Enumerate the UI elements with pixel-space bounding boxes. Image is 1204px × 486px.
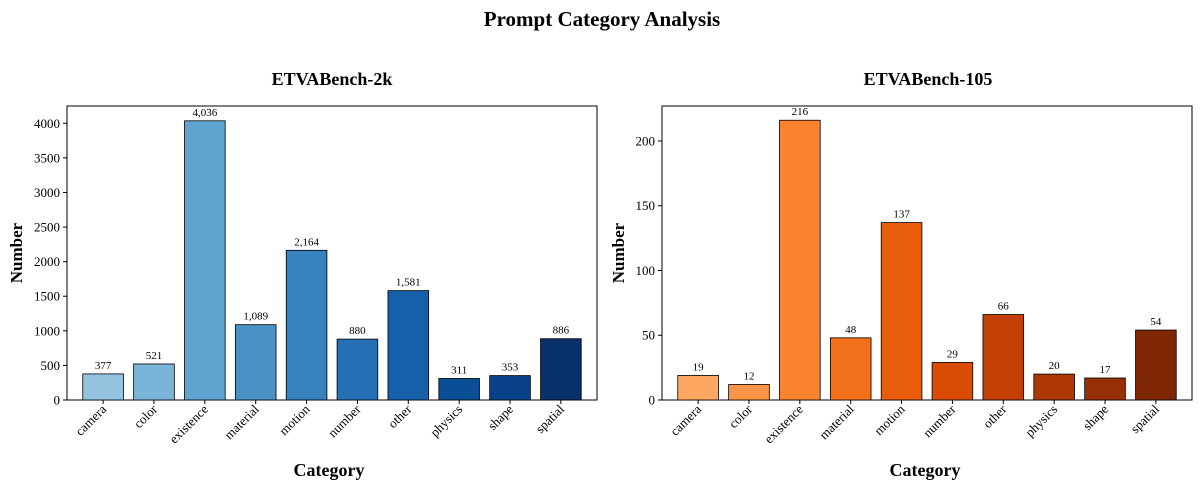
x-tick-label-motion: motion [276, 401, 313, 438]
chart-right: ETVABench-105 0 50 100 150 200 19 camera 12 colo… [609, 69, 1193, 480]
chart-left-title: ETVABench-2k [272, 69, 393, 89]
bar-number [336, 338, 379, 401]
value-label-shape: 17 [1100, 364, 1112, 376]
y-tick-label: 2000 [34, 254, 60, 269]
bar-other [387, 290, 430, 401]
value-label-number: 880 [349, 325, 366, 337]
x-tick-label-physics: physics [1022, 402, 1060, 440]
y-tick-label: 150 [636, 198, 656, 213]
x-tick-label-material: material [816, 401, 857, 442]
x-tick-label-camera: camera [72, 401, 109, 438]
bar-existence [779, 119, 821, 401]
value-label-motion: 137 [893, 209, 910, 221]
value-label-spatial: 886 [553, 325, 570, 337]
chart-left-xlabel: Category [294, 460, 365, 480]
y-tick-label: 50 [642, 328, 655, 343]
bar-motion [285, 249, 328, 401]
value-label-shape: 353 [502, 362, 519, 374]
chart-left-ylabel: Number [7, 222, 26, 283]
x-tick-label-spatial: spatial [1127, 401, 1162, 436]
value-label-motion: 2,164 [294, 236, 319, 248]
bar-color [133, 363, 175, 401]
x-tick-label-color: color [726, 401, 756, 431]
y-tick-label: 0 [649, 393, 656, 408]
chart-right-axes-frame [661, 105, 1193, 401]
bar-material [234, 324, 277, 401]
y-tick-label: 100 [636, 263, 656, 278]
chart-left-axes-frame [66, 105, 598, 401]
chart-left-plot-area: 0 500 1000 1500 2000 2500 3000 3500 4000 377 camer… [34, 105, 598, 446]
value-label-spatial: 54 [1150, 316, 1162, 328]
bar-existence [184, 120, 226, 401]
x-tick-label-shape: shape [485, 401, 517, 433]
value-label-color: 521 [146, 350, 163, 362]
y-tick-label: 2500 [34, 220, 60, 235]
value-label-physics: 20 [1049, 360, 1061, 372]
x-tick-label-material: material [221, 401, 262, 442]
chart-right-plot-area: 0 50 100 150 200 19 camera 12 color 216 existence 4… [636, 105, 1193, 446]
bar-other [982, 314, 1025, 401]
bar-material [829, 337, 872, 401]
value-label-other: 1,581 [396, 277, 421, 289]
y-tick-label: 0 [54, 393, 61, 408]
y-tick-label: 4000 [34, 116, 60, 131]
bar-motion [880, 222, 923, 401]
x-tick-label-physics: physics [427, 402, 465, 440]
value-label-camera: 377 [95, 360, 112, 372]
bar-color [728, 384, 770, 401]
y-tick-label: 500 [41, 358, 61, 373]
value-label-physics: 311 [451, 364, 467, 376]
bar-camera [677, 374, 719, 401]
y-tick-label: 3000 [34, 185, 60, 200]
bar-camera [82, 373, 124, 401]
chart-right-title: ETVABench-105 [864, 69, 993, 89]
x-tick-label-camera: camera [667, 401, 704, 438]
bar-shape [1084, 377, 1126, 401]
figure-title: Prompt Category Analysis [484, 7, 720, 31]
chart-right-ylabel: Number [609, 222, 628, 283]
x-tick-label-number: number [920, 401, 959, 440]
chart-right-xlabel: Category [890, 460, 961, 480]
bar-physics [1033, 373, 1075, 401]
value-label-color: 12 [743, 370, 754, 382]
chart-left: ETVABench-2k 0 500 1000 1500 2000 2500 3000 350… [7, 69, 598, 480]
bar-spatial [540, 338, 582, 401]
bar-spatial [1135, 329, 1177, 401]
x-tick-label-existence: existence [166, 401, 211, 446]
bar-physics [438, 378, 480, 401]
y-tick-label: 3500 [34, 150, 60, 165]
value-label-other: 66 [998, 301, 1010, 313]
x-tick-label-shape: shape [1080, 401, 1112, 433]
value-label-existence: 216 [792, 106, 809, 118]
x-tick-label-number: number [325, 401, 364, 440]
x-tick-label-motion: motion [871, 401, 908, 438]
value-label-material: 1,089 [243, 311, 268, 323]
x-tick-label-other: other [385, 401, 415, 431]
y-tick-label: 200 [636, 133, 656, 148]
value-label-number: 29 [947, 348, 959, 360]
value-label-material: 48 [845, 324, 857, 336]
y-tick-label: 1500 [34, 289, 60, 304]
bar-number [931, 362, 974, 401]
y-tick-label: 1000 [34, 323, 60, 338]
x-tick-label-other: other [980, 401, 1010, 431]
value-label-existence: 4,036 [192, 107, 217, 119]
x-tick-label-color: color [131, 401, 161, 431]
x-tick-label-existence: existence [761, 401, 806, 446]
x-tick-label-spatial: spatial [532, 401, 567, 436]
bar-shape [489, 375, 531, 401]
value-label-camera: 19 [693, 361, 705, 373]
